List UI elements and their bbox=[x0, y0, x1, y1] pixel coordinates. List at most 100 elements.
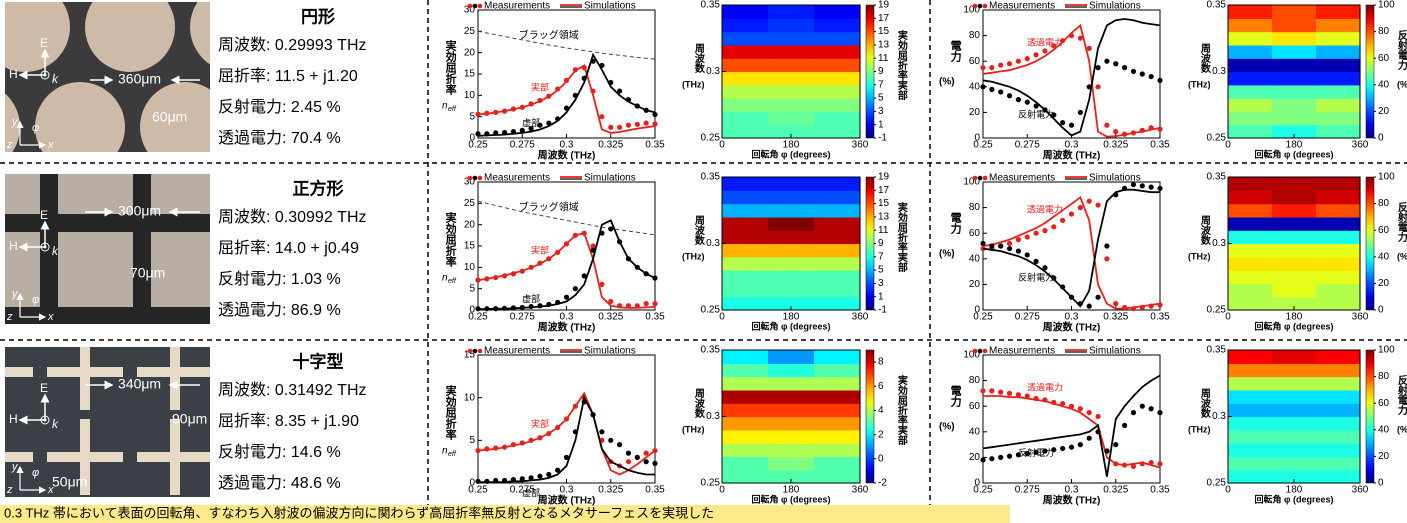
colorbar-tick-label: -2 bbox=[878, 478, 887, 489]
legend-dot bbox=[977, 348, 983, 354]
heat-cell bbox=[722, 416, 769, 431]
x-tick-label: 0.275 bbox=[510, 485, 535, 496]
x-tick-label: 0 bbox=[1225, 312, 1231, 323]
heat-cell bbox=[768, 296, 815, 311]
measured-point bbox=[643, 271, 649, 277]
heat-cell bbox=[722, 230, 769, 245]
x-tick-label: 360 bbox=[1352, 140, 1369, 151]
measured-point bbox=[546, 256, 552, 262]
sim-line bbox=[982, 18, 1161, 137]
measured-point bbox=[510, 442, 516, 448]
heat-cell bbox=[814, 363, 861, 378]
legend-label: Simulations bbox=[584, 173, 636, 184]
measured-point bbox=[484, 306, 490, 312]
measured-point bbox=[652, 121, 658, 127]
measured-point bbox=[1139, 127, 1145, 133]
axis-letter: E bbox=[40, 36, 48, 50]
measured-point bbox=[1015, 452, 1022, 458]
heat-cell bbox=[722, 44, 769, 59]
colorbar-tick-label: 6 bbox=[878, 381, 884, 392]
colorbar-tick-label: 20 bbox=[1378, 278, 1390, 289]
sim-line bbox=[478, 219, 656, 310]
colorbar-tick-label: 40 bbox=[1378, 79, 1390, 90]
heat-cell bbox=[814, 456, 861, 471]
legend-dot bbox=[972, 175, 978, 181]
measured-point bbox=[1122, 131, 1128, 137]
legend-label: Measurements bbox=[989, 346, 1055, 357]
measured-point bbox=[1060, 401, 1066, 407]
measured-point bbox=[989, 86, 995, 92]
unit-cell bbox=[58, 174, 133, 214]
measured-point bbox=[1104, 58, 1110, 64]
measured-point bbox=[1024, 450, 1030, 457]
measured-point bbox=[989, 388, 995, 394]
measured-point bbox=[1086, 410, 1092, 416]
measured-point bbox=[980, 457, 986, 463]
y-axis-symbol: n bbox=[442, 101, 448, 112]
colorbar bbox=[1365, 349, 1375, 484]
measured-point bbox=[1006, 61, 1013, 67]
y-tick-label: 0.35 bbox=[701, 0, 721, 11]
axis-letter: H bbox=[9, 412, 18, 426]
measured-point bbox=[1086, 198, 1092, 204]
unit-cell bbox=[5, 174, 40, 214]
measured-point bbox=[625, 97, 632, 103]
sim-line bbox=[982, 374, 1161, 477]
measured-point bbox=[1060, 284, 1066, 290]
colorbar-tick-label: 8 bbox=[878, 357, 884, 368]
x-tick-label: 0.3 bbox=[1065, 140, 1079, 151]
colorbar-tick-label: 15 bbox=[878, 198, 890, 209]
shape-name: 円形 bbox=[301, 6, 335, 26]
heat-cell bbox=[1316, 84, 1361, 99]
axis-letter: y bbox=[11, 461, 19, 473]
heat-cell bbox=[1272, 456, 1317, 471]
y-tick-label: 60 bbox=[969, 228, 981, 239]
y-tick-label: 5 bbox=[469, 111, 475, 122]
colorbar bbox=[1365, 4, 1375, 139]
measured-point bbox=[1015, 97, 1022, 103]
y-tick-label: 10 bbox=[464, 262, 476, 273]
measured-point bbox=[1148, 459, 1154, 466]
heat-cell bbox=[814, 71, 861, 86]
measured-point bbox=[1077, 406, 1083, 412]
colorbar-tick-label: 20 bbox=[1378, 451, 1390, 462]
y-axis-unit: (%) bbox=[939, 249, 955, 260]
x-tick-label: 0 bbox=[1225, 140, 1231, 151]
measured-point bbox=[1051, 43, 1057, 49]
measured-point bbox=[1077, 442, 1083, 448]
axis-letter: φ bbox=[32, 467, 39, 479]
measured-point bbox=[643, 301, 649, 307]
heat-cell bbox=[768, 256, 815, 271]
heat-cell bbox=[722, 5, 769, 19]
measured-point bbox=[501, 305, 508, 311]
colorbar-tick-label: 0 bbox=[1378, 478, 1384, 489]
colorbar-tick-label: 11 bbox=[878, 225, 889, 236]
measured-point bbox=[590, 58, 596, 64]
measured-point bbox=[572, 429, 578, 435]
series-label: 透過電力 bbox=[1027, 381, 1063, 392]
y-axis-symbol: n bbox=[442, 446, 448, 457]
x-axis-label: 回転角 φ (degrees) bbox=[1255, 148, 1334, 159]
x-tick-label: 0.325 bbox=[1103, 140, 1128, 151]
heat-cell bbox=[814, 84, 861, 99]
measured-point bbox=[572, 92, 578, 98]
y-axis-symbol: n bbox=[442, 273, 448, 284]
heat-cell bbox=[768, 203, 815, 218]
axis-letter: H bbox=[9, 239, 18, 253]
heat-cell bbox=[1272, 31, 1317, 46]
measured-point bbox=[1006, 93, 1013, 99]
heat-cell bbox=[1316, 283, 1361, 298]
heat-cell bbox=[1316, 270, 1361, 284]
x-tick-label: 0.3 bbox=[560, 485, 574, 496]
measured-point bbox=[998, 243, 1004, 249]
x-tick-label: 0 bbox=[719, 485, 725, 496]
heat-cell bbox=[722, 58, 769, 73]
measured-point bbox=[1157, 77, 1163, 83]
colorbar-tick-label: 20 bbox=[1378, 106, 1390, 117]
heat-cell bbox=[768, 469, 815, 484]
heat-cell bbox=[814, 389, 861, 404]
measured-point bbox=[617, 124, 623, 130]
colorbar-tick-label: 100 bbox=[1378, 172, 1395, 183]
measured-point bbox=[475, 306, 481, 312]
measured-point bbox=[510, 476, 516, 483]
